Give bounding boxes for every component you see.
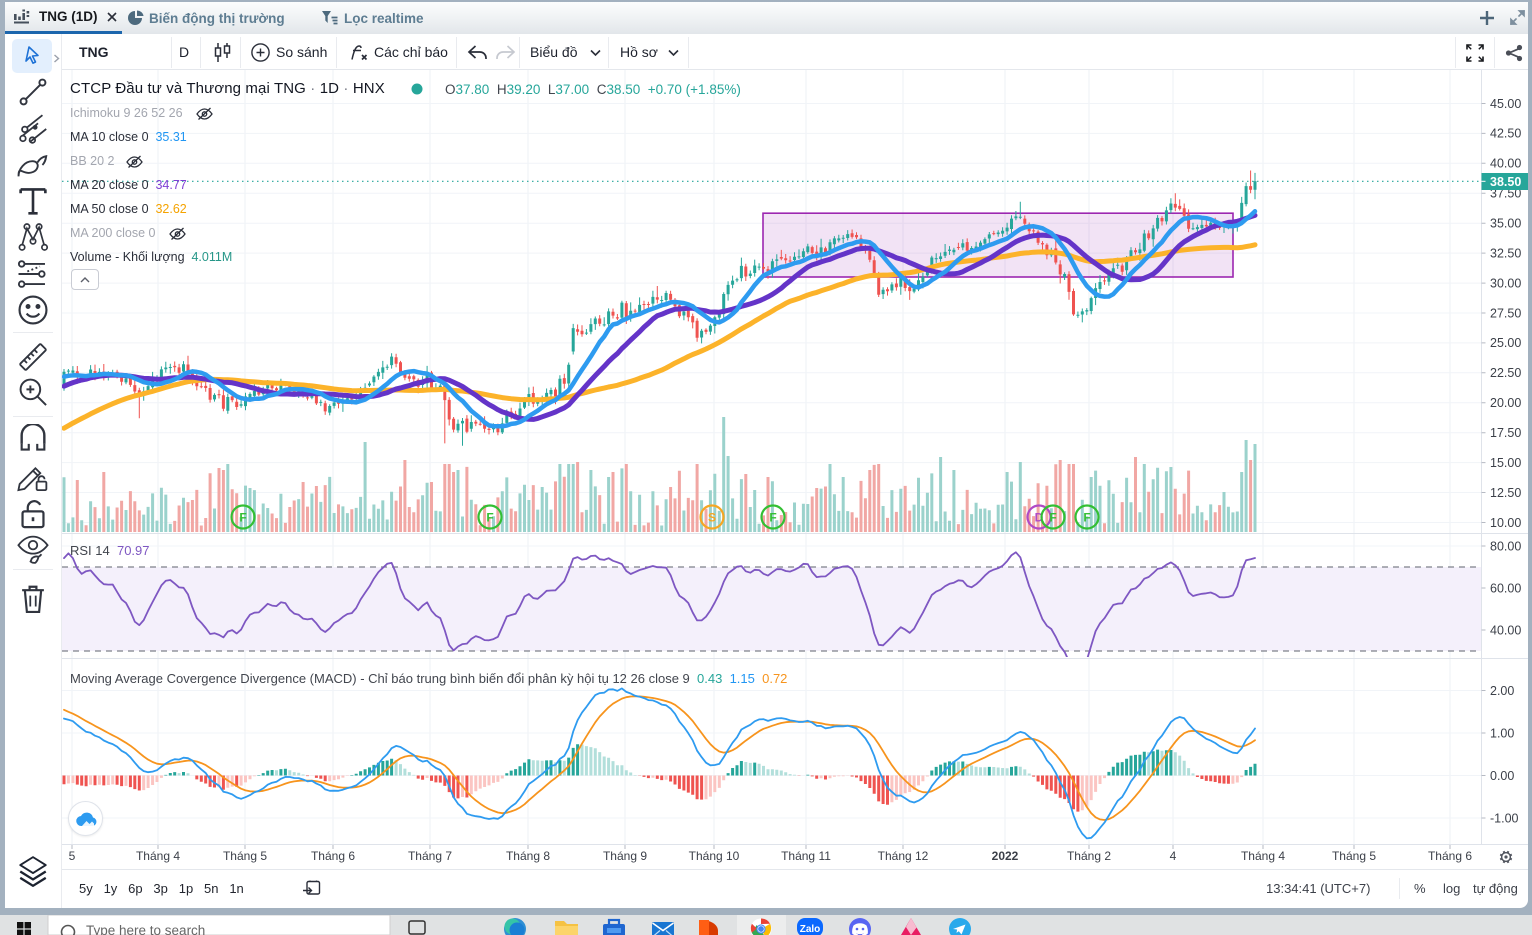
svg-text:0.00: 0.00 bbox=[1490, 769, 1514, 783]
svg-text:5: 5 bbox=[69, 849, 76, 863]
svg-text:F: F bbox=[769, 511, 776, 525]
svg-text:20.00: 20.00 bbox=[1490, 396, 1521, 410]
svg-text:Tháng 4: Tháng 4 bbox=[136, 849, 180, 863]
svg-text:35.00: 35.00 bbox=[1490, 217, 1521, 231]
svg-text:2022: 2022 bbox=[992, 849, 1019, 863]
svg-text:F: F bbox=[1049, 511, 1056, 525]
svg-text:Tháng 6: Tháng 6 bbox=[311, 849, 355, 863]
svg-text:Tháng 11: Tháng 11 bbox=[781, 849, 831, 863]
svg-text:40.00: 40.00 bbox=[1490, 623, 1521, 637]
svg-text:D: D bbox=[1035, 511, 1044, 525]
svg-text:Tháng 5: Tháng 5 bbox=[1332, 849, 1376, 863]
svg-text:Type here to search: Type here to search bbox=[86, 923, 205, 935]
svg-text:Tháng 2: Tháng 2 bbox=[1067, 849, 1111, 863]
svg-text:42.50: 42.50 bbox=[1490, 127, 1521, 141]
svg-text:Tháng 8: Tháng 8 bbox=[506, 849, 550, 863]
svg-text:Tháng 10: Tháng 10 bbox=[689, 849, 740, 863]
svg-text:22.50: 22.50 bbox=[1490, 366, 1521, 380]
svg-text:17.50: 17.50 bbox=[1490, 426, 1521, 440]
svg-text:F: F bbox=[486, 511, 493, 525]
svg-text:Tháng 7: Tháng 7 bbox=[408, 849, 452, 863]
svg-text:F: F bbox=[1083, 511, 1090, 525]
svg-text:40.00: 40.00 bbox=[1490, 157, 1521, 171]
svg-text:37.50: 37.50 bbox=[1490, 187, 1521, 201]
svg-text:Tháng 6: Tháng 6 bbox=[1428, 849, 1472, 863]
svg-text:32.50: 32.50 bbox=[1490, 246, 1521, 260]
svg-text:F: F bbox=[239, 511, 246, 525]
svg-text:15.00: 15.00 bbox=[1490, 456, 1521, 470]
svg-text:4: 4 bbox=[1170, 849, 1177, 863]
svg-text:2.00: 2.00 bbox=[1490, 684, 1514, 698]
svg-text:Zalo: Zalo bbox=[800, 924, 821, 935]
svg-text:Tháng 5: Tháng 5 bbox=[223, 849, 267, 863]
svg-text:10.00: 10.00 bbox=[1490, 516, 1521, 530]
svg-text:25.00: 25.00 bbox=[1490, 336, 1521, 350]
svg-text:12.50: 12.50 bbox=[1490, 486, 1521, 500]
svg-text:38.50: 38.50 bbox=[1490, 175, 1521, 189]
svg-text:Tháng 4: Tháng 4 bbox=[1241, 849, 1285, 863]
svg-text:60.00: 60.00 bbox=[1490, 581, 1521, 595]
svg-text:80.00: 80.00 bbox=[1490, 539, 1521, 553]
svg-text:Tháng 12: Tháng 12 bbox=[878, 849, 929, 863]
svg-text:Tháng 9: Tháng 9 bbox=[603, 849, 647, 863]
svg-text:45.00: 45.00 bbox=[1490, 97, 1521, 111]
svg-text:-1.00: -1.00 bbox=[1490, 811, 1519, 825]
svg-text:27.50: 27.50 bbox=[1490, 306, 1521, 320]
svg-text:S: S bbox=[708, 511, 716, 525]
svg-text:1.00: 1.00 bbox=[1490, 726, 1514, 740]
svg-text:30.00: 30.00 bbox=[1490, 276, 1521, 290]
